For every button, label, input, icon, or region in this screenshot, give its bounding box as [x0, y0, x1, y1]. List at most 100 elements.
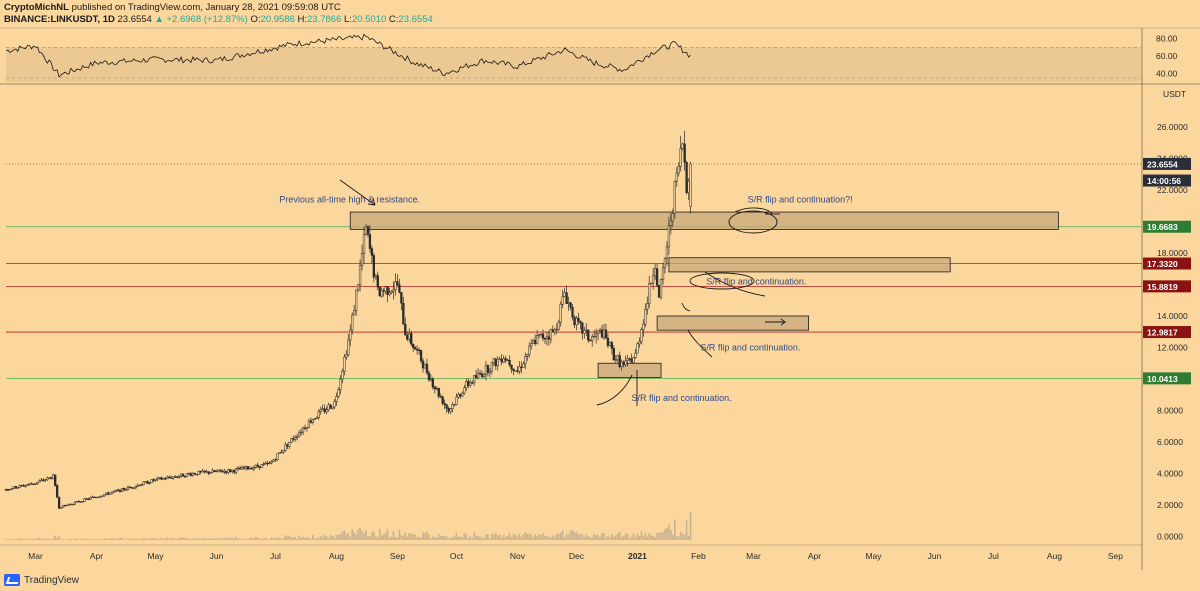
- candle-body: [620, 361, 623, 367]
- candle-body: [457, 394, 460, 398]
- candle-body: [40, 479, 43, 482]
- candle-body: [175, 476, 179, 478]
- candle-body: [374, 275, 377, 278]
- candle-body: [52, 474, 55, 480]
- date-tick-label: May: [865, 551, 882, 561]
- volume-bar: [203, 538, 206, 540]
- volume-bar: [319, 536, 322, 540]
- author-name[interactable]: CryptoMichNL: [4, 2, 69, 13]
- candle-body: [624, 360, 627, 366]
- candle-body: [201, 470, 204, 473]
- volume-bar: [241, 539, 243, 540]
- candle-body: [65, 504, 69, 507]
- price-axis-badge-label: 10.0413: [1147, 374, 1178, 384]
- candle-body: [24, 485, 27, 487]
- volume-bar: [327, 538, 330, 540]
- price-chart[interactable]: 80.00 60.00 40.00 Previous all-time high & …: [0, 0, 1200, 570]
- volume-bar: [280, 538, 283, 540]
- volume-bar: [22, 538, 25, 540]
- candle-body: [356, 284, 360, 291]
- annotation-circle: [728, 210, 778, 234]
- candle-body: [229, 469, 232, 472]
- candle-body: [486, 365, 490, 374]
- candle-body: [370, 248, 374, 256]
- volume-bar: [554, 536, 556, 540]
- volume-bar: [262, 538, 265, 540]
- candle-body: [665, 246, 669, 259]
- volume-bar: [495, 532, 497, 540]
- candle-body: [337, 389, 340, 397]
- volume-bar: [296, 538, 298, 540]
- candle-body: [618, 355, 621, 367]
- volume-bar: [675, 536, 678, 540]
- volume-bar: [264, 537, 267, 540]
- candle-body: [646, 303, 649, 310]
- date-tick-label: Aug: [1047, 551, 1062, 561]
- volume-bar: [253, 538, 255, 540]
- volume-bar: [518, 533, 521, 540]
- candle-body: [632, 357, 635, 363]
- candle-body: [292, 438, 295, 440]
- candle-body: [429, 378, 433, 381]
- candle-body: [480, 373, 484, 377]
- volume-bar: [365, 529, 367, 540]
- symbol-name[interactable]: BINANCE:LINKUSDT, 1D: [4, 14, 115, 25]
- volume-bar: [410, 533, 413, 540]
- candle-body: [451, 404, 454, 409]
- candle-body: [642, 323, 645, 330]
- candle-body: [419, 350, 423, 362]
- volume-bar: [18, 537, 21, 540]
- candle-body: [372, 255, 375, 278]
- candle-body: [150, 479, 153, 484]
- volume-bar: [154, 538, 157, 540]
- volume-bar: [378, 528, 381, 540]
- volume-bar: [229, 537, 232, 540]
- volume-bar: [384, 532, 387, 540]
- volume-bar: [76, 538, 78, 540]
- candle-body: [116, 489, 120, 491]
- volume-bar: [416, 536, 418, 540]
- volume-bar: [56, 537, 58, 540]
- volume-bar: [424, 533, 426, 540]
- date-tick-label: Apr: [808, 551, 821, 561]
- candle-body: [297, 432, 301, 437]
- volume-bar: [453, 536, 456, 540]
- candle-body: [423, 363, 427, 369]
- candle-body: [681, 143, 684, 149]
- volume-bar: [213, 538, 216, 540]
- candle-body: [636, 343, 639, 354]
- candle-body: [124, 489, 128, 491]
- annotation-arrow: [339, 179, 376, 206]
- candle-body: [465, 381, 468, 389]
- volume-bar: [532, 537, 534, 540]
- volume-bar: [351, 529, 354, 540]
- candle-body: [589, 339, 592, 342]
- candle-body: [10, 488, 14, 490]
- candle-body: [471, 382, 474, 384]
- volume-bar: [496, 535, 499, 540]
- candle-body: [573, 316, 576, 326]
- candle-body: [453, 404, 456, 406]
- volume-bar: [479, 536, 481, 540]
- sr-zone: [349, 211, 1059, 230]
- tradingview-logo[interactable]: TradingView: [4, 574, 79, 586]
- candle-body: [394, 281, 397, 290]
- volume-bar: [530, 534, 533, 540]
- volume-bar: [325, 536, 328, 540]
- volume-bar: [77, 539, 80, 540]
- publish-text: published on TradingView.com, January 28…: [71, 2, 341, 13]
- candle-body: [579, 321, 582, 324]
- candle-body: [276, 453, 279, 461]
- volume-bar: [93, 539, 96, 540]
- volume-bar: [390, 536, 393, 540]
- volume-bar: [315, 538, 318, 540]
- annotation-label: S/R flip and continuation.: [632, 393, 732, 403]
- candle-body: [185, 473, 189, 477]
- volume-bar: [196, 539, 198, 540]
- candle-body: [508, 359, 511, 366]
- candle-body: [295, 436, 299, 438]
- candle-body: [526, 354, 529, 357]
- volume-bar: [432, 536, 434, 540]
- volume-bar: [398, 529, 401, 540]
